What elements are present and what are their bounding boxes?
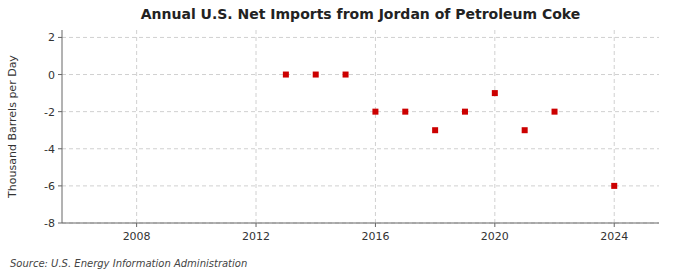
axis-x bbox=[62, 223, 659, 224]
point bbox=[522, 127, 528, 133]
grid-line-y bbox=[62, 111, 659, 112]
tick-label-x: 2016 bbox=[361, 230, 389, 243]
background bbox=[0, 0, 675, 275]
tick-y bbox=[58, 223, 62, 224]
tick-y bbox=[58, 74, 62, 75]
tick-label-y: -4 bbox=[44, 143, 55, 156]
point bbox=[611, 183, 617, 189]
grid-line-x bbox=[136, 30, 137, 223]
grid-line-y bbox=[62, 185, 659, 186]
point bbox=[283, 72, 289, 78]
grid-line-y bbox=[62, 74, 659, 75]
title: Annual U.S. Net Imports from Jordan of P… bbox=[141, 6, 581, 22]
point bbox=[432, 127, 438, 133]
axis-y bbox=[62, 30, 63, 223]
tick-label-x: 2012 bbox=[242, 230, 270, 243]
tick-y bbox=[58, 111, 62, 112]
grid-line-y bbox=[62, 37, 659, 38]
grid-line-y bbox=[62, 223, 659, 224]
tick-label-x: 2008 bbox=[123, 230, 151, 243]
grid-line-x bbox=[256, 30, 257, 223]
y-axis-label: Thousand Barrels per Day bbox=[6, 55, 19, 199]
tick-y bbox=[58, 148, 62, 149]
axes: 2008 2012 2016 2020 2024 -8 -6 -4 -2 0 2 bbox=[44, 30, 659, 243]
chart: 2008 2012 2016 2020 2024 -8 -6 -4 -2 0 2 Annual U.S… bbox=[0, 0, 675, 275]
point bbox=[552, 109, 558, 115]
tick-x bbox=[136, 223, 137, 227]
annotation: Source: U.S. Energy Information Administ… bbox=[10, 258, 247, 269]
tick-label-x: 2024 bbox=[600, 230, 628, 243]
point bbox=[462, 109, 468, 115]
tick-label-x: 2020 bbox=[481, 230, 509, 243]
point bbox=[492, 90, 498, 96]
grid-line-x bbox=[494, 30, 495, 223]
grid-line-x bbox=[614, 30, 615, 223]
tick-label-y: 0 bbox=[48, 69, 55, 82]
point bbox=[402, 109, 408, 115]
grid bbox=[62, 30, 659, 223]
grid-line-y bbox=[62, 148, 659, 149]
plot-area bbox=[62, 30, 659, 223]
points bbox=[283, 72, 617, 189]
grid-line-x bbox=[375, 30, 376, 223]
point bbox=[313, 72, 319, 78]
tick-label-y: -8 bbox=[44, 217, 55, 230]
tick-x bbox=[614, 223, 615, 227]
tick-label-y: -2 bbox=[44, 106, 55, 119]
tick-x bbox=[375, 223, 376, 227]
point bbox=[372, 109, 378, 115]
tick-y bbox=[58, 185, 62, 186]
tick-x bbox=[256, 223, 257, 227]
point bbox=[343, 72, 349, 78]
tick-label-y: 2 bbox=[48, 31, 55, 44]
tick-x bbox=[494, 223, 495, 227]
tick-y bbox=[58, 37, 62, 38]
tick-label-y: -6 bbox=[44, 180, 55, 193]
